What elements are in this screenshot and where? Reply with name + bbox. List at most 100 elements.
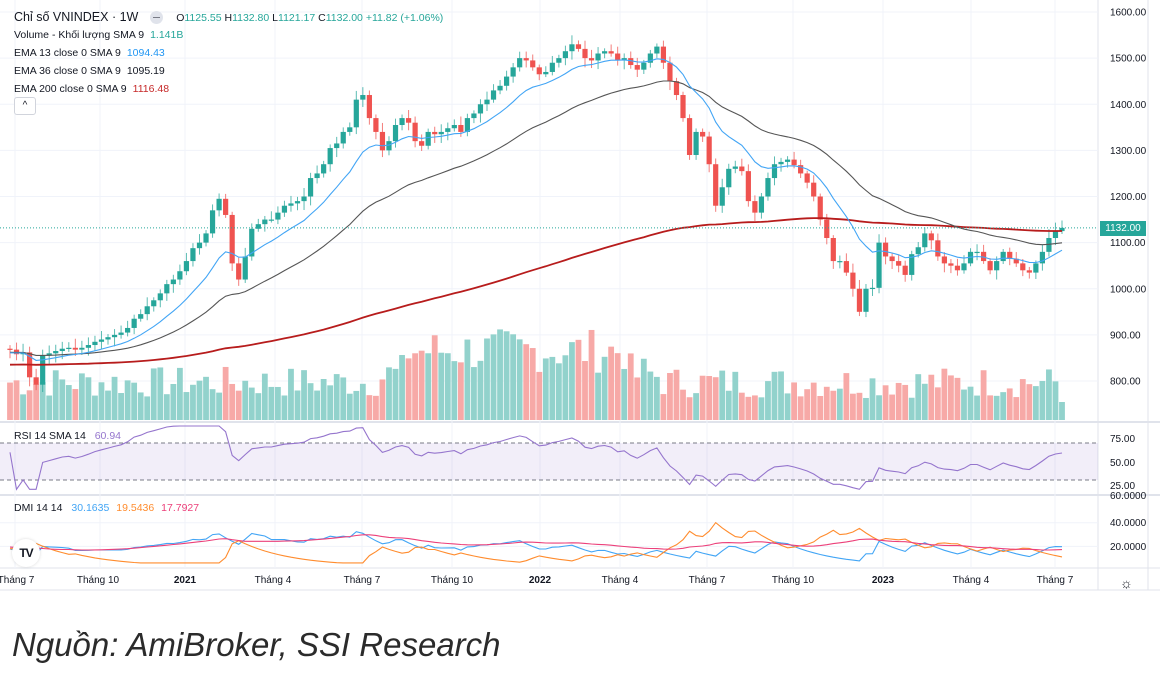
candle-body <box>798 165 804 174</box>
candle-body <box>490 90 497 100</box>
candle-body <box>889 256 895 262</box>
volume-bar <box>235 390 242 420</box>
legend-ema36[interactable]: EMA 36 close 0 SMA 9 1095.19 <box>14 62 443 80</box>
candle-body <box>536 67 542 75</box>
volume-bar <box>961 389 967 420</box>
candle-body <box>700 131 706 137</box>
volume-bar <box>222 366 229 420</box>
candle-body <box>980 251 987 262</box>
dmi-plus-line <box>9 531 1063 562</box>
dmi-legend[interactable]: DMI 14 14 30.1635 19.5436 17.7927 <box>14 502 199 514</box>
volume-bar <box>78 373 85 420</box>
candle-body <box>340 131 346 144</box>
volume-bar <box>46 395 53 420</box>
candle-body <box>275 212 281 220</box>
close-value: 1132.00 <box>325 12 363 24</box>
candle-body <box>419 141 425 146</box>
volume-bar <box>516 339 523 420</box>
open-value: 1125.55 <box>184 12 222 24</box>
candle-body <box>1039 251 1045 264</box>
volume-bar <box>948 375 954 420</box>
last-price-tag: 1132.00 <box>1100 221 1146 236</box>
candle-body <box>1007 251 1013 259</box>
collapse-legend-button[interactable]: ^ <box>14 97 36 115</box>
candle-body <box>994 261 1000 271</box>
volume-bar <box>1019 379 1026 420</box>
tradingview-logo[interactable]: TV <box>12 539 40 567</box>
candle-body <box>327 148 333 165</box>
candle-body <box>458 125 464 132</box>
volume-bar <box>92 395 98 420</box>
volume-bar <box>673 369 680 420</box>
volume-bar <box>876 395 882 420</box>
volume-bar <box>562 355 569 420</box>
volume-bar <box>464 339 471 420</box>
volume-bar <box>451 361 458 420</box>
volume-bar <box>340 377 347 420</box>
rsi-legend[interactable]: RSI 14 SMA 14 60.94 <box>14 430 121 442</box>
volume-bar <box>190 384 196 420</box>
volume-bar <box>1052 381 1059 420</box>
volume-bar <box>39 382 46 420</box>
legend-ema13[interactable]: EMA 13 close 0 SMA 9 1094.43 <box>14 44 443 62</box>
volume-bar <box>797 396 804 420</box>
volume-bar <box>771 371 778 420</box>
chevron-up-icon: ^ <box>22 100 28 111</box>
volume-bar <box>471 367 477 420</box>
candle-body <box>608 51 614 54</box>
chart-container[interactable]: Tháng 7 Tháng 10 2021 Tháng 4 Tháng 7 Tháng 1… <box>0 0 1160 600</box>
candle-body <box>183 261 190 272</box>
candle-body <box>138 314 144 319</box>
change-value: +11.82 (+1.06%) <box>365 12 444 24</box>
candle-body <box>863 288 869 312</box>
volume-bar <box>98 382 105 420</box>
candle-body <box>294 201 301 204</box>
candle-body <box>575 44 582 49</box>
volume-bar <box>13 380 20 420</box>
candle-body <box>196 242 203 249</box>
y-tick-label: 1100.00 <box>1110 238 1146 249</box>
candle-body <box>203 233 209 243</box>
dmi-tick-label-clipped: 60.0000 <box>1110 491 1147 502</box>
symbol-title[interactable]: Chỉ số VNINDEX · 1W <box>14 10 139 24</box>
volume-bar <box>778 371 784 420</box>
candle-body <box>758 196 765 213</box>
x-tick-label: Tháng 4 <box>953 575 990 586</box>
y-tick-label: 1000.00 <box>1110 284 1147 295</box>
close-label: C <box>318 12 326 24</box>
candle-body <box>405 118 412 123</box>
candle-body <box>876 242 882 288</box>
candle-body <box>157 293 163 301</box>
candle-body <box>85 345 92 348</box>
legend-ema200[interactable]: EMA 200 close 0 SMA 9 1116.48 <box>14 80 443 98</box>
legend-volume[interactable]: Volume - Khối lượng SMA 9 1.141B <box>14 26 443 44</box>
volume-bar <box>477 360 484 420</box>
volume-bar <box>1000 392 1007 420</box>
volume-bar <box>921 383 928 420</box>
volume-bar <box>693 393 699 420</box>
volume-bar <box>647 371 654 420</box>
candle-body <box>33 377 39 385</box>
volume-bar <box>621 368 628 420</box>
volume-bar <box>72 389 79 420</box>
volume-bar <box>242 380 249 420</box>
x-tick-label: Tháng 4 <box>255 575 292 586</box>
volume-bar <box>549 356 556 420</box>
dmi-label: DMI 14 14 <box>14 502 63 514</box>
ema36-value: 1095.19 <box>126 65 165 77</box>
volume-bar <box>399 355 405 420</box>
chart-svg[interactable]: Tháng 7 Tháng 10 2021 Tháng 4 Tháng 7 Tháng 1… <box>0 0 1160 600</box>
settings-gear-icon[interactable]: ☼ <box>1120 575 1133 591</box>
candle-body <box>392 125 399 142</box>
ema200-line <box>9 217 1062 366</box>
hide-icon[interactable] <box>150 10 164 24</box>
candle-body <box>660 46 667 63</box>
candle-body <box>517 58 523 68</box>
x-tick-label: Tháng 7 <box>1037 575 1074 586</box>
candle-body <box>954 265 961 271</box>
candle-body <box>869 287 876 290</box>
rsi-value: 60.94 <box>94 430 121 442</box>
volume-bar <box>582 360 588 420</box>
candle-body <box>255 224 261 229</box>
volume-bar <box>830 390 837 420</box>
